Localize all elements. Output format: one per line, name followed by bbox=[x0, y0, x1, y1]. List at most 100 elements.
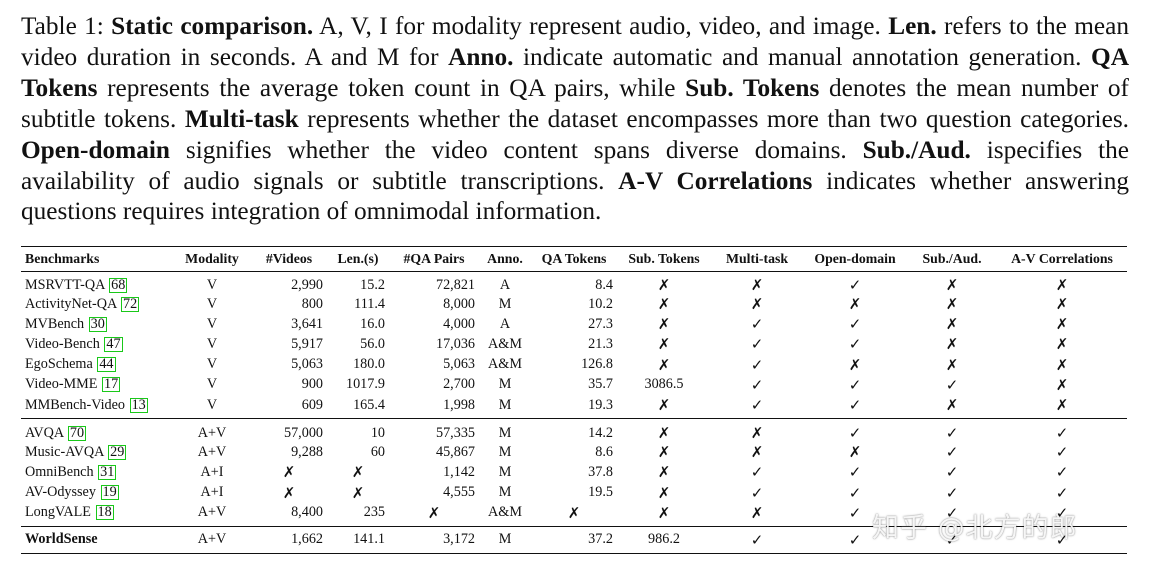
table-cell: 16.0 bbox=[360, 315, 385, 332]
table-cell: 1,142 bbox=[443, 463, 475, 480]
check-mark-icon: ✓ bbox=[848, 335, 862, 354]
table-cell: V bbox=[206, 315, 218, 332]
check-mark-icon: ✓ bbox=[1055, 483, 1069, 502]
citation-link[interactable]: 30 bbox=[88, 315, 107, 332]
cross-mark-icon: ✗ bbox=[351, 463, 365, 482]
table-row: AV-Odyssey 19 A+I ✗ ✗ 4,555 M 19.5 ✗ ✓ ✓ ✓ ✓ bbox=[21, 483, 1127, 503]
column-header: Benchmarks bbox=[25, 251, 100, 266]
check-mark-icon: ✓ bbox=[907, 525, 997, 554]
benchmark-name: LongVALE 18 bbox=[21, 503, 173, 527]
citation-link[interactable]: 68 bbox=[109, 276, 128, 293]
benchmark-name: WorldSense bbox=[21, 525, 173, 554]
benchmark-label: WorldSense bbox=[25, 531, 98, 548]
table-cell: V bbox=[206, 335, 218, 352]
citation-link[interactable]: 17 bbox=[102, 376, 121, 393]
benchmark-name: Music-AVQA 29 bbox=[21, 442, 173, 462]
cross-mark-icon: ✗ bbox=[945, 276, 959, 294]
table-cell: 180.0 bbox=[353, 356, 385, 373]
citation-link[interactable]: 47 bbox=[104, 335, 123, 352]
benchmark-label: MVBench bbox=[25, 315, 85, 332]
benchmark-label: LongVALE bbox=[25, 504, 91, 521]
table-cell: 1,662 bbox=[251, 525, 327, 554]
cross-mark-icon: ✗ bbox=[750, 295, 764, 314]
citation-link[interactable]: 19 bbox=[100, 484, 119, 501]
column-header: Sub. Tokens bbox=[628, 251, 700, 266]
table-cell: 10.2 bbox=[588, 295, 613, 312]
check-mark-icon: ✓ bbox=[1055, 503, 1069, 522]
benchmark-label: Video-MME bbox=[25, 376, 98, 393]
benchmark-name: AVQA 70 bbox=[21, 418, 173, 443]
cross-mark-icon: ✗ bbox=[711, 418, 803, 443]
cross-mark-icon: ✗ bbox=[1055, 355, 1069, 374]
citation-link[interactable]: 18 bbox=[95, 504, 114, 521]
cross-mark-icon: ✗ bbox=[945, 335, 959, 354]
caption-text: represents the average token count in QA… bbox=[97, 73, 686, 102]
cross-mark-icon: ✗ bbox=[750, 443, 764, 462]
cross-mark-icon: ✗ bbox=[1055, 295, 1069, 314]
table-cell: 126.8 bbox=[581, 356, 613, 373]
table-row: Music-AVQA 29 A+V 9,288 60 45,867 M 8.6 ✗ ✗ ✗ ✓ ✓ bbox=[21, 442, 1127, 462]
table-row: LongVALE 18 A+V 8,400 235 ✗ A&M ✗ ✗ ✗ ✓ ✓ ✓ bbox=[21, 503, 1127, 527]
table-cell: M bbox=[498, 376, 512, 393]
table-cell: 986.2 bbox=[617, 525, 711, 554]
table-cell: M bbox=[498, 396, 512, 413]
caption-term: Anno. bbox=[448, 42, 514, 71]
check-mark-icon: ✓ bbox=[848, 396, 862, 415]
cross-mark-icon: ✗ bbox=[1055, 276, 1069, 294]
cross-mark-icon: ✗ bbox=[657, 396, 671, 415]
table-group: MSRVTT-QA 68 V 2,990 15.2 72,821 A 8.4 ✗ ✗ ✓ ✗ ✗ Act… bbox=[21, 272, 1127, 419]
caption-term: Len. bbox=[888, 12, 937, 40]
cross-mark-icon: ✗ bbox=[427, 503, 441, 522]
column-header: Len.(s) bbox=[337, 251, 379, 266]
table-cell: 60 bbox=[370, 443, 385, 460]
citation-link[interactable]: 44 bbox=[97, 356, 116, 373]
benchmark-name: MSRVTT-QA 68 bbox=[21, 272, 173, 295]
benchmark-label: AVQA bbox=[25, 424, 64, 441]
check-mark-icon: ✓ bbox=[750, 483, 764, 502]
table-cell: 14.2 bbox=[531, 418, 617, 443]
table-cell: 57,335 bbox=[389, 418, 479, 443]
check-mark-icon: ✓ bbox=[750, 355, 764, 374]
check-mark-icon: ✓ bbox=[945, 463, 959, 482]
cross-mark-icon: ✗ bbox=[1055, 396, 1069, 415]
table-cell: 57,000 bbox=[251, 418, 327, 443]
table-cell: A&M bbox=[488, 504, 522, 521]
table-cell: 1017.9 bbox=[345, 376, 385, 393]
column-header: Anno. bbox=[487, 251, 523, 266]
citation-link[interactable]: 31 bbox=[98, 463, 117, 480]
citation-link[interactable]: 72 bbox=[120, 295, 140, 312]
check-mark-icon: ✓ bbox=[848, 463, 862, 482]
citation-link[interactable]: 13 bbox=[129, 396, 148, 413]
table-cell: 17,036 bbox=[435, 335, 475, 352]
check-mark-icon: ✓ bbox=[945, 503, 959, 522]
citation-link[interactable]: 29 bbox=[108, 443, 127, 460]
table-cell: 141.1 bbox=[327, 525, 389, 554]
table-cell: 37.8 bbox=[588, 463, 613, 480]
check-mark-icon: ✓ bbox=[945, 375, 959, 394]
table-cell: 45,867 bbox=[435, 443, 475, 460]
benchmark-name: MMBench-Video 13 bbox=[21, 395, 173, 419]
benchmark-name: EgoSchema 44 bbox=[21, 355, 173, 375]
check-mark-icon: ✓ bbox=[945, 483, 959, 502]
benchmark-name: Video-MME 17 bbox=[21, 375, 173, 395]
table-cell: 8,000 bbox=[443, 295, 475, 312]
caption-text: represents whether the dataset encompass… bbox=[298, 104, 1129, 133]
caption-term: Static comparison. bbox=[111, 12, 314, 40]
benchmark-label: MMBench-Video bbox=[25, 396, 126, 413]
caption-text: signifies whether the video content span… bbox=[170, 135, 863, 164]
benchmark-label: ActivityNet-QA bbox=[25, 295, 117, 312]
table-caption: Table 1: Static comparison. A, V, I for … bbox=[21, 11, 1129, 227]
check-mark-icon: ✓ bbox=[803, 418, 907, 443]
table-cell: A&M bbox=[488, 356, 522, 373]
table-cell: 8.6 bbox=[595, 443, 613, 460]
table-cell: V bbox=[206, 295, 218, 312]
citation-link[interactable]: 70 bbox=[67, 424, 87, 441]
table-cell: M bbox=[498, 295, 512, 312]
caption-term: A-V Correlations bbox=[618, 166, 813, 195]
table-cell: 56.0 bbox=[360, 335, 385, 352]
table-cell: M bbox=[498, 443, 512, 460]
table-cell: 5,917 bbox=[291, 335, 323, 352]
caption-text: indicate automatic and manual annotation… bbox=[513, 42, 1092, 71]
caption-text: A, V, I for modality represent audio, vi… bbox=[313, 12, 889, 40]
table-cell: 3,641 bbox=[291, 315, 323, 332]
